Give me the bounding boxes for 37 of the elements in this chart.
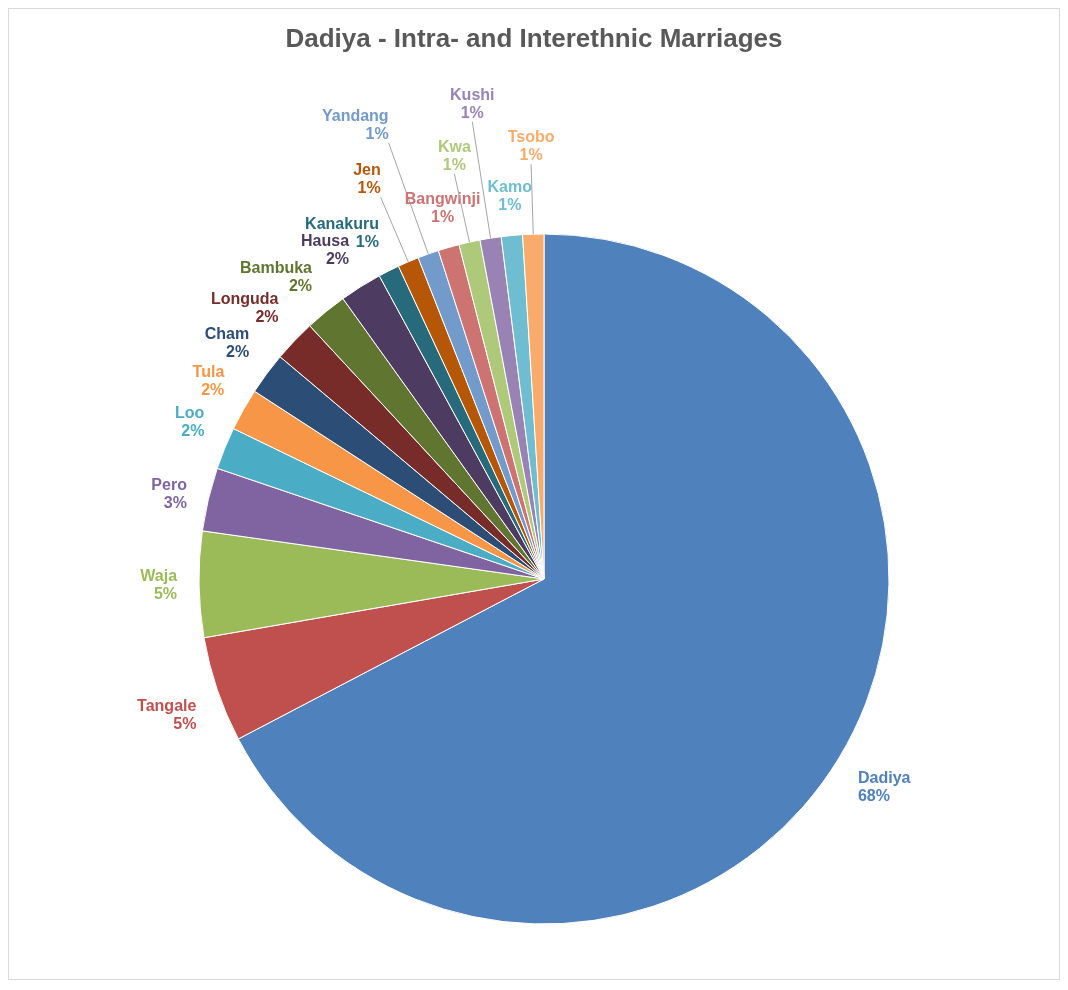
slice-label: Loo bbox=[175, 403, 205, 421]
data-label: 2% bbox=[225, 342, 250, 360]
data-label: 1% bbox=[357, 179, 381, 197]
slice-label: Bambuka bbox=[239, 258, 313, 276]
data-label: 5% bbox=[173, 714, 197, 732]
data-label: 2% bbox=[181, 421, 205, 439]
data-label: 3% bbox=[163, 494, 187, 512]
data-label: 2% bbox=[325, 250, 350, 268]
data-label: 1% bbox=[519, 146, 543, 164]
data-label: 1% bbox=[460, 103, 484, 121]
slice-label: Kwa bbox=[437, 137, 471, 155]
slice-label: Dadiya bbox=[857, 769, 911, 787]
data-label: 1% bbox=[498, 195, 522, 213]
slice-label: Tangale bbox=[137, 696, 197, 714]
data-label: 68% bbox=[857, 787, 890, 805]
slice-label: Hausa bbox=[301, 232, 350, 250]
slice-label: Pero bbox=[151, 476, 188, 494]
slice-label: Tula bbox=[192, 362, 225, 380]
data-label: 1% bbox=[355, 233, 379, 251]
slice-label: Jen bbox=[353, 161, 381, 179]
data-label: 1% bbox=[431, 208, 455, 226]
slice-label: Cham bbox=[204, 324, 250, 342]
slice-label: Kanakuru bbox=[305, 215, 379, 233]
data-label: 1% bbox=[365, 124, 389, 142]
slice-label: Yandang bbox=[321, 106, 389, 124]
slice-label: Bangwinji bbox=[404, 190, 481, 208]
data-label: 2% bbox=[201, 380, 225, 398]
data-label: 2% bbox=[288, 276, 313, 294]
slice-label: Longuda bbox=[210, 289, 279, 307]
data-label: 2% bbox=[255, 307, 279, 325]
slice-label: Kamo bbox=[487, 177, 533, 195]
slice-label: Tsobo bbox=[507, 128, 555, 146]
slice-label: Kushi bbox=[450, 85, 495, 103]
chart-title: Dadiya - Intra- and Interethnic Marriages bbox=[284, 22, 784, 54]
data-label: 5% bbox=[153, 584, 178, 602]
slice-label: Waja bbox=[140, 566, 178, 584]
data-label: 1% bbox=[442, 155, 466, 173]
